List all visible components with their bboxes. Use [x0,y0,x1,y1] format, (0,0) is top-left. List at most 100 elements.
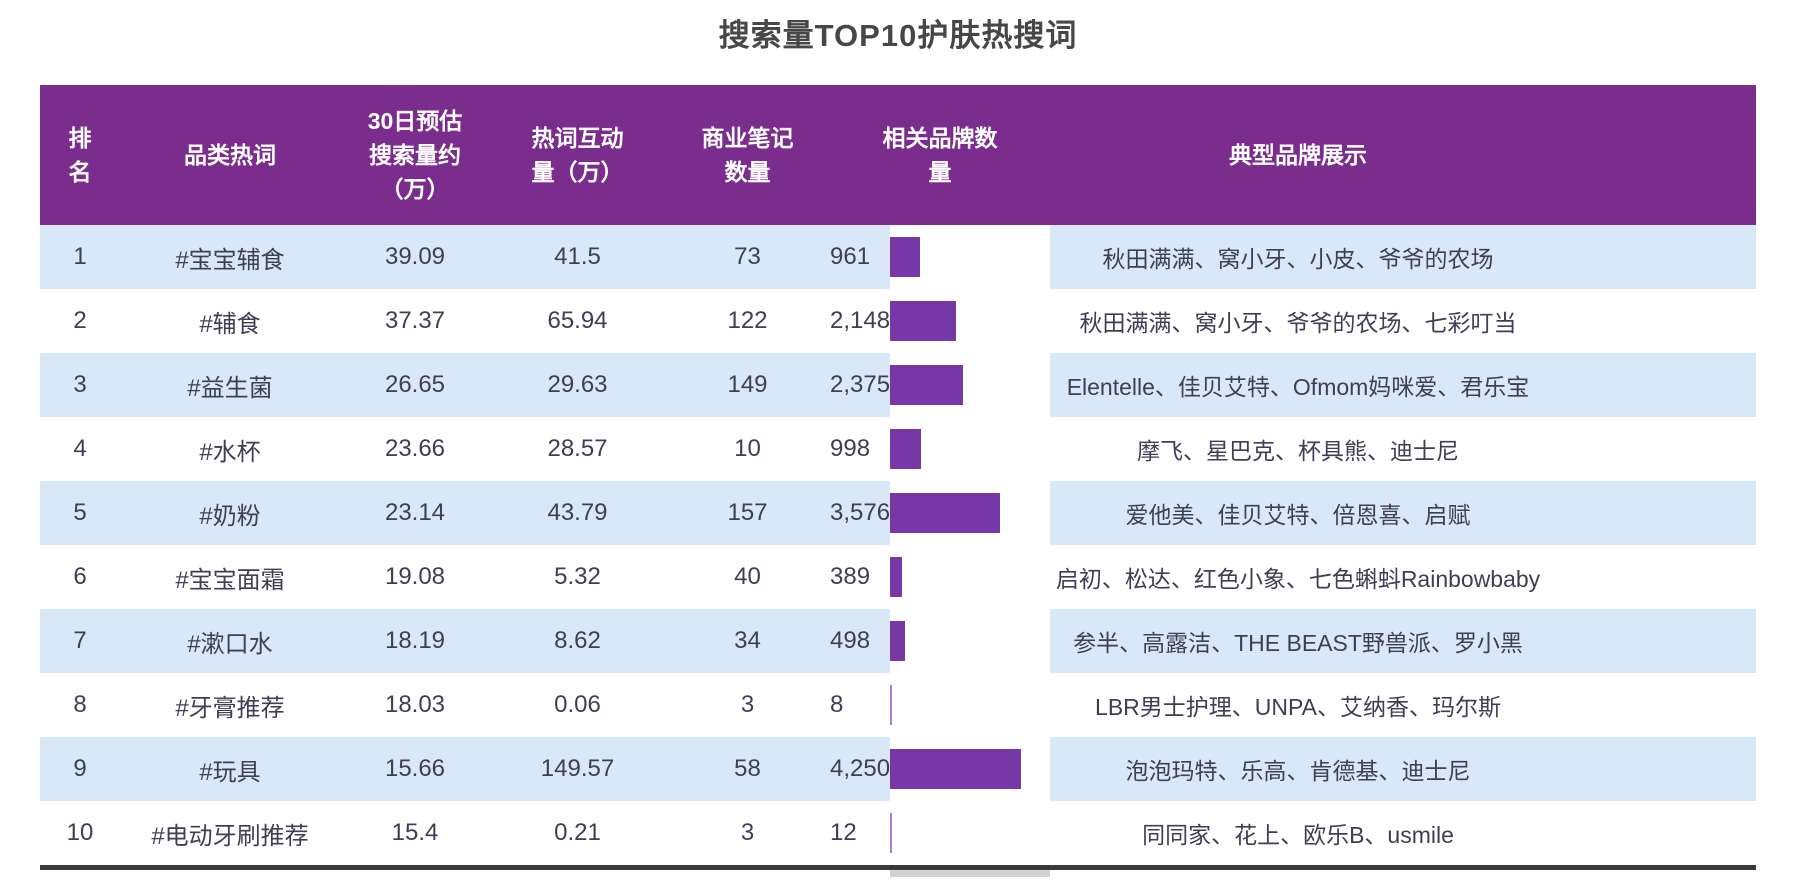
cell-rank: 8 [73,691,87,718]
cell-rank: 3 [73,371,87,398]
cell-keyword: #漱口水 [187,630,273,658]
cell-rank: 9 [73,755,87,782]
cell-interaction-volume: 0.21 [554,819,601,846]
cell-rank: 6 [73,563,87,590]
column-header-label: 相关品牌数量 [882,125,998,185]
cell-search-volume: 39.09 [384,243,446,270]
cell-typical-brands: 参半、高露洁、THE BEAST野兽派、罗小黑 [1073,630,1523,656]
cell-keyword: #宝宝辅食 [175,246,285,274]
column-header-brand_count: 相关品牌数量 [830,85,1050,225]
cell-interaction-volume: 41.5 [554,243,601,270]
cell-commercial-notes: 10 [734,435,761,462]
cell-interaction-volume: 5.32 [554,563,601,590]
cell-search-volume: 15.4 [391,819,439,846]
table-row-6: 6 #宝宝面霜 19.08 5.32 40 389 启初、松达、红色小象、七色蝌蚪Rainb… [40,545,1756,609]
cell-rank: 1 [73,243,87,270]
cell-search-volume: 18.19 [384,627,446,654]
cell-brand-count: 498 [830,627,871,654]
brand-count-bar-strip [890,417,1050,481]
cell-interaction-volume: 149.57 [540,755,615,782]
cell-rank: 5 [73,499,87,526]
table-row-7: 7 #漱口水 18.19 8.62 34 498 参半、高露洁、THE BEAST野兽派、罗… [40,609,1756,673]
cell-search-volume: 23.66 [384,435,446,462]
cell-commercial-notes: 58 [734,755,761,782]
cell-brand-count: 3,576 [830,499,891,526]
cell-brand-count: 2,148 [830,307,891,334]
top10-hot-search-table: 排名 品类热词 30日预估搜索量约（万） 热词互动量（万） 商业笔记数量 相关品牌数量 典型… [40,85,1756,877]
cell-search-volume: 23.14 [384,499,446,526]
cell-brand-count: 12 [830,819,857,846]
cell-commercial-notes: 149 [727,371,768,398]
cell-commercial-notes: 157 [727,499,768,526]
column-header-interaction: 热词互动量（万） [490,85,665,225]
brand-count-bar [890,813,892,853]
brand-count-bar-strip [890,545,1050,609]
brand-count-bar-strip [890,225,1050,289]
column-header-notes: 商业笔记数量 [665,85,830,225]
cell-keyword: #辅食 [199,310,261,338]
brand-count-bar-strip [890,353,1050,417]
cell-brand-count: 8 [830,691,844,718]
cell-typical-brands: 同同家、花上、欧乐B、usmile [1142,822,1454,848]
cell-typical-brands: 摩飞、星巴克、杯具熊、迪士尼 [1137,438,1459,464]
brand-count-bar-strip [890,673,1050,737]
cell-search-volume: 26.65 [384,371,446,398]
cell-brand-count: 961 [830,243,871,270]
column-header-search_volume: 30日预估搜索量约（万） [340,85,490,225]
cell-keyword: #益生菌 [187,374,273,402]
cell-interaction-volume: 43.79 [547,499,608,526]
cell-typical-brands: 秋田满满、窝小牙、小皮、爷爷的农场 [1102,246,1494,272]
cell-commercial-notes: 40 [734,563,761,590]
bar-chart-axis-stub [890,870,1050,877]
table-row-9: 9 #玩具 15.66 149.57 58 4,250 泡泡玛特、乐高、肯德基、迪士尼 [40,737,1756,801]
cell-commercial-notes: 122 [727,307,768,334]
brand-count-bar [890,365,963,405]
cell-search-volume: 37.37 [384,307,446,334]
cell-brand-count: 389 [830,563,871,590]
brand-count-bar-strip [890,481,1050,545]
column-header-keyword: 品类热词 [120,85,340,225]
column-header-rank: 排名 [40,85,120,225]
brand-count-bar [890,301,956,341]
brand-count-bar [890,429,921,469]
brand-count-bar [890,621,905,661]
brand-count-bar [890,557,902,597]
cell-typical-brands: 爱他美、佳贝艾特、倍恩喜、启赋 [1125,502,1471,528]
brand-count-bar [890,237,920,277]
cell-typical-brands: Elentelle、佳贝艾特、Ofmom妈咪爱、君乐宝 [1066,374,1530,400]
brand-count-bar [890,685,892,725]
cell-keyword: #水杯 [199,438,261,466]
brand-count-bar [890,749,1021,789]
cell-commercial-notes: 34 [734,627,761,654]
cell-typical-brands: LBR男士护理、UNPA、艾纳香、玛尔斯 [1095,694,1501,720]
cell-typical-brands: 启初、松达、红色小象、七色蝌蚪Rainbowbaby [1055,566,1541,592]
table-row-4: 4 #水杯 23.66 28.57 10 998 摩飞、星巴克、杯具熊、迪士尼 [40,417,1756,481]
table-row-2: 2 #辅食 37.37 65.94 122 2,148 秋田满满、窝小牙、爷爷的农场、七彩叮… [40,289,1756,353]
column-header-brands: 典型品牌展示 [1050,85,1756,225]
column-header-label: 热词互动量（万） [531,125,624,185]
cell-brand-count: 2,375 [830,371,891,398]
table-row-5: 5 #奶粉 23.14 43.79 157 3,576 爱他美、佳贝艾特、倍恩喜、启赋 [40,481,1756,545]
cell-interaction-volume: 65.94 [547,307,608,334]
brand-count-bar-strip [890,289,1050,353]
cell-rank: 2 [73,307,87,334]
cell-search-volume: 15.66 [384,755,446,782]
cell-typical-brands: 泡泡玛特、乐高、肯德基、迪士尼 [1125,758,1471,784]
table-row-8: 8 #牙膏推荐 18.03 0.06 3 8 LBR男士护理、UNPA、艾纳香、玛尔斯 [40,673,1756,737]
cell-rank: 7 [73,627,87,654]
cell-keyword: #奶粉 [199,502,261,530]
cell-interaction-volume: 0.06 [554,691,601,718]
cell-typical-brands: 秋田满满、窝小牙、爷爷的农场、七彩叮当 [1079,310,1517,336]
cell-interaction-volume: 28.57 [547,435,608,462]
column-header-label: 品类热词 [184,142,276,168]
cell-commercial-notes: 73 [734,243,761,270]
column-header-label: 典型品牌展示 [1229,142,1367,168]
cell-interaction-volume: 29.63 [547,371,608,398]
brand-count-bar [890,493,1000,533]
table-row-10: 10 #电动牙刷推荐 15.4 0.21 3 12 同同家、花上、欧乐B、usmile [40,801,1756,865]
cell-keyword: #电动牙刷推荐 [151,822,309,850]
cell-commercial-notes: 3 [740,819,755,846]
cell-brand-count: 998 [830,435,871,462]
cell-rank: 10 [66,819,94,846]
